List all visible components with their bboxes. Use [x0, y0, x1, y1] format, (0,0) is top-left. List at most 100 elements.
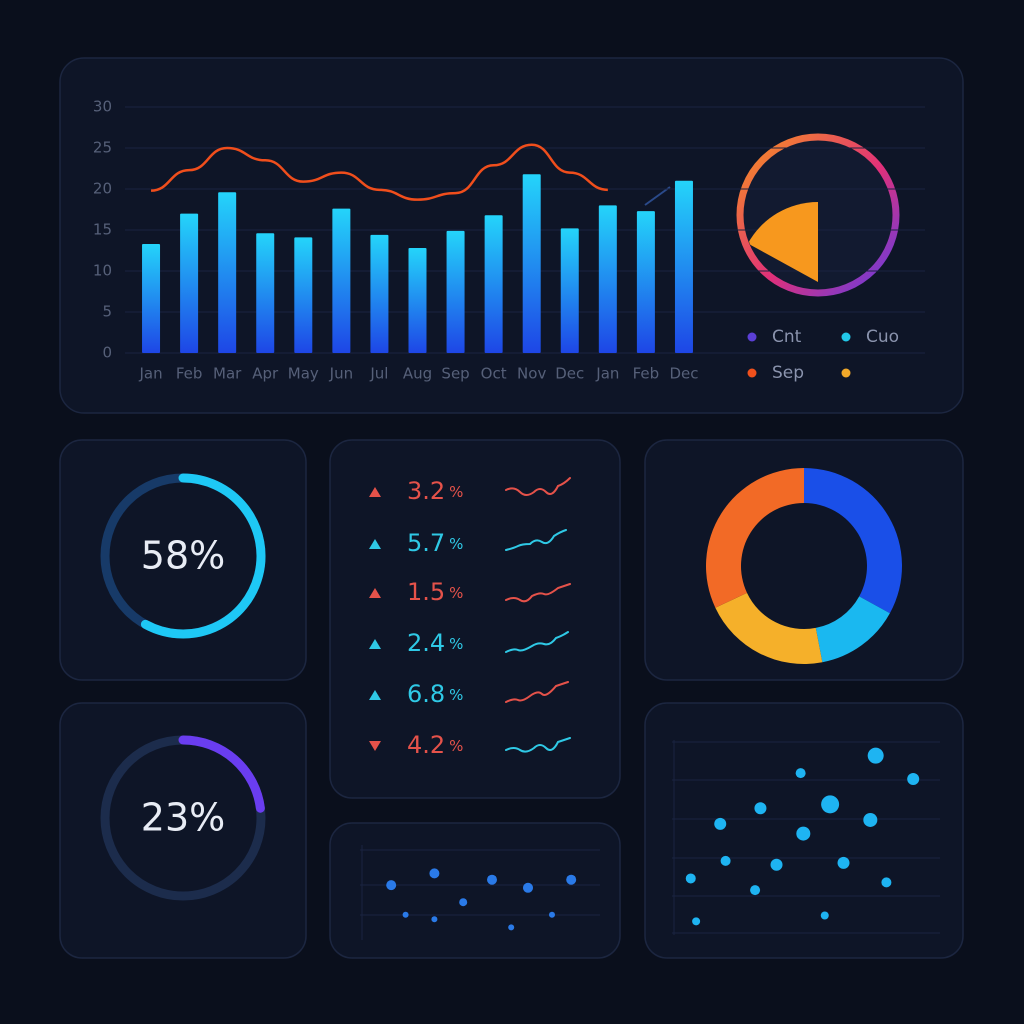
- trend-arrow: [369, 690, 381, 700]
- bar: [636, 211, 655, 353]
- scatter-point: [821, 795, 840, 814]
- panel: [329, 439, 621, 799]
- y-tick-label: 5: [102, 303, 112, 321]
- kpi: 1.5%: [407, 578, 463, 606]
- trend-arrow: [369, 588, 381, 598]
- legend-swatch: [747, 368, 757, 378]
- x-tick-label: Jan: [595, 365, 619, 383]
- y-tick-label: 0: [102, 344, 112, 362]
- y-tick-label: 15: [93, 221, 112, 239]
- kpi-unit: %: [449, 686, 463, 704]
- kpi-unit: %: [449, 635, 463, 653]
- x-tick-label: Oct: [481, 365, 507, 383]
- kpi: 3.2%: [407, 477, 463, 505]
- kpi: 6.8%: [407, 680, 463, 708]
- scatter-point: [881, 877, 892, 888]
- x-tick-label: Apr: [252, 365, 279, 383]
- kpi-value: 4.2: [407, 731, 445, 759]
- trend-arrow: [369, 639, 381, 649]
- bar: [180, 213, 199, 353]
- kpi-value: 1.5: [407, 578, 445, 606]
- kpi-unit: %: [449, 483, 463, 501]
- bar: [332, 208, 351, 353]
- x-tick-label: May: [288, 365, 319, 383]
- trend-arrow: [369, 487, 381, 497]
- bar: [370, 234, 389, 353]
- bar: [598, 205, 617, 353]
- donut-segment: [804, 468, 902, 614]
- y-tick-label: 20: [93, 180, 112, 198]
- legend-label: Sep: [772, 363, 804, 383]
- radial-value: 58%: [141, 534, 225, 578]
- legend-label: Cuo: [866, 327, 899, 347]
- scatter-point: [685, 873, 696, 884]
- x-tick-label: Jul: [369, 365, 388, 383]
- line-fragment: [644, 186, 671, 206]
- y-tick-label: 10: [93, 262, 112, 280]
- sparklines: [505, 477, 571, 753]
- bar: [408, 248, 427, 353]
- scatter-point: [429, 868, 440, 879]
- kpi-unit: %: [449, 535, 463, 553]
- scatter-point: [720, 855, 731, 866]
- kpi: 5.7%: [407, 529, 463, 557]
- scatter-point: [508, 924, 515, 931]
- scatter-point: [754, 802, 767, 815]
- bar: [256, 233, 275, 353]
- scatter-point: [907, 773, 920, 785]
- y-tick-label: 25: [93, 139, 112, 157]
- x-tick-label: Dec: [555, 365, 584, 383]
- scatter-point: [714, 817, 727, 830]
- kpi-unit: %: [449, 737, 463, 755]
- kpi-value: 2.4: [407, 629, 445, 657]
- scatter-point: [750, 885, 761, 896]
- bar: [294, 237, 313, 353]
- kpi-value: 6.8: [407, 680, 445, 708]
- bar: [484, 215, 503, 353]
- x-tick-label: Mar: [213, 365, 242, 383]
- scatter-point: [487, 874, 497, 885]
- scatter-point: [796, 826, 811, 841]
- bar: [674, 180, 693, 353]
- line: [150, 143, 608, 201]
- kpi-value: 5.7: [407, 529, 445, 557]
- scatter-point: [867, 747, 884, 764]
- panel: [329, 822, 621, 959]
- scatter-point: [549, 911, 555, 918]
- kpi: 4.2%: [407, 731, 463, 759]
- kpi: 2.4%: [407, 629, 463, 657]
- bar: [218, 192, 237, 353]
- donut-segment: [706, 468, 804, 608]
- legend-swatch: [841, 332, 851, 342]
- scatter-point: [837, 856, 850, 869]
- x-tick-label: Aug: [403, 365, 432, 383]
- legend-swatch: [841, 368, 851, 378]
- panel: [59, 439, 307, 681]
- scatter-point: [459, 898, 468, 907]
- bar: [446, 230, 465, 353]
- scatter-point: [692, 917, 701, 926]
- scatter-point: [820, 911, 829, 920]
- bar: [142, 243, 161, 353]
- x-tick-label: Sep: [441, 365, 469, 383]
- scatter-point: [566, 874, 577, 885]
- panel: [59, 57, 964, 414]
- x-tick-label: Jun: [329, 365, 353, 383]
- donut-segment: [715, 592, 823, 664]
- scatter-point: [795, 768, 806, 779]
- bar: [522, 174, 541, 353]
- gauge-wedge: [747, 202, 818, 282]
- x-tick-label: Nov: [517, 365, 546, 383]
- kpi-value: 3.2: [407, 477, 445, 505]
- scatter-point: [863, 812, 878, 827]
- x-tick-label: Dec: [669, 365, 698, 383]
- legend-label: Cnt: [772, 327, 802, 347]
- kpi-unit: %: [449, 584, 463, 602]
- scatter-point: [402, 911, 409, 918]
- scatter-point: [386, 880, 397, 891]
- x-tick-label: Jan: [138, 365, 162, 383]
- y-tick-label: 30: [93, 98, 112, 116]
- scatter-point: [523, 882, 533, 893]
- scatter-point: [431, 916, 438, 923]
